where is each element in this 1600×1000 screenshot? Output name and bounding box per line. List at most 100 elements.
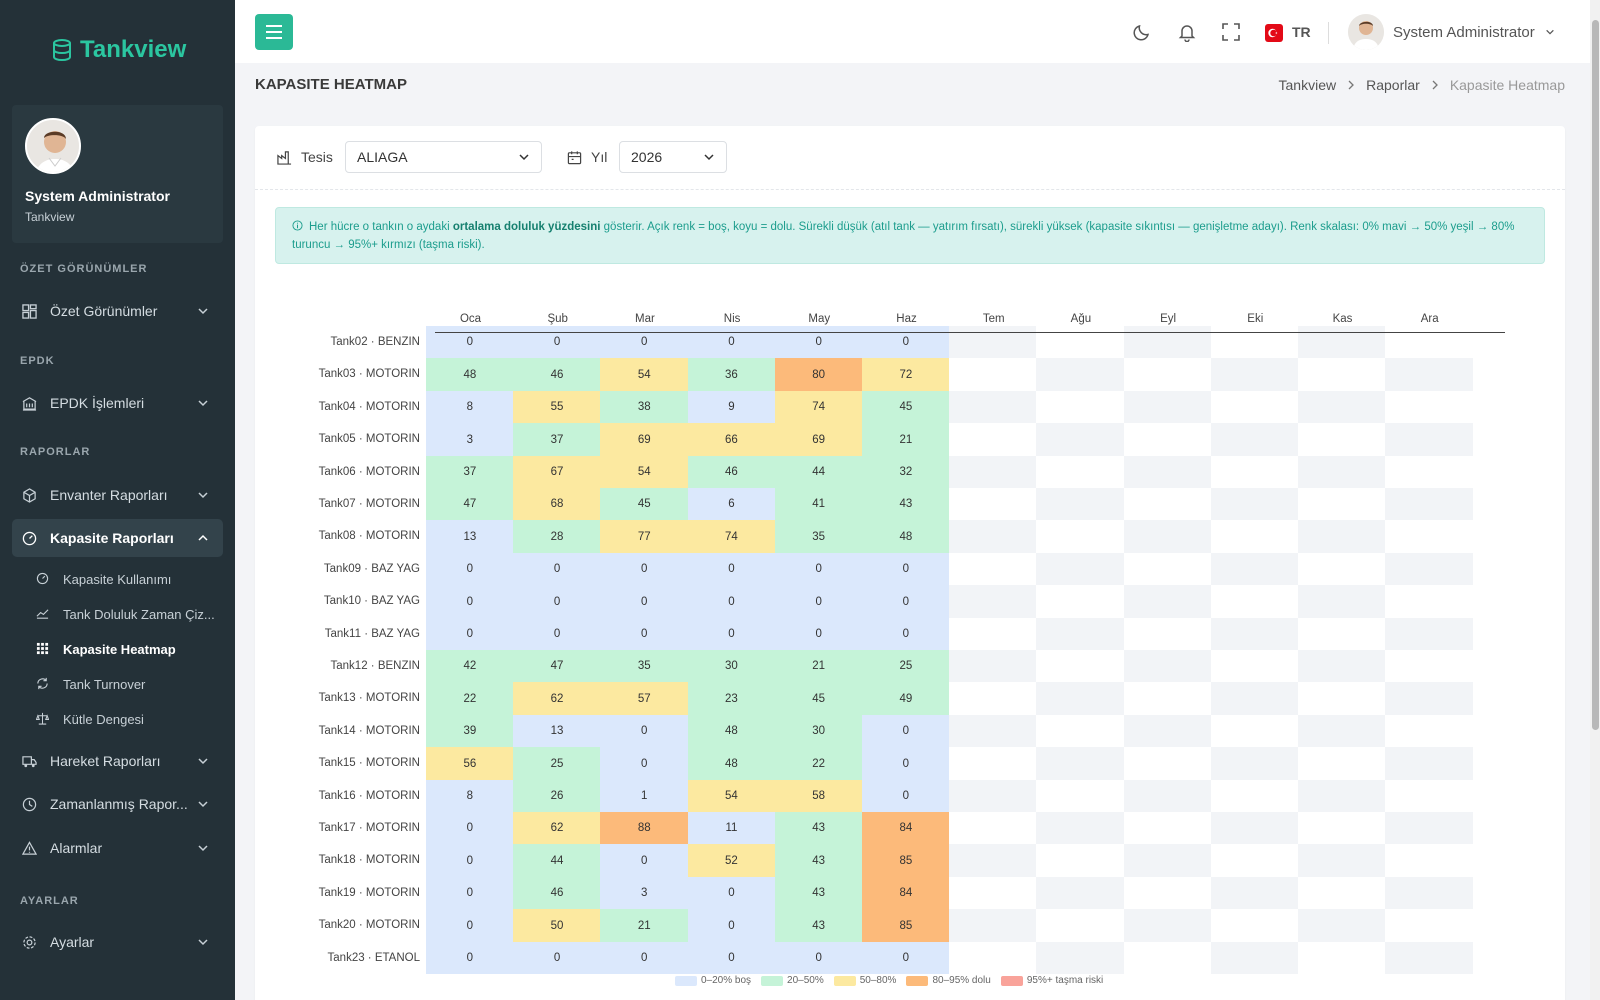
heatmap-cell[interactable]: 72 — [862, 358, 950, 392]
heatmap-cell[interactable]: 44 — [774, 455, 863, 489]
heatmap-cell-empty[interactable] — [1210, 714, 1299, 748]
heatmap-cell[interactable]: 22 — [426, 682, 514, 716]
heatmap-cell-empty[interactable] — [1123, 812, 1212, 845]
heatmap-cell[interactable]: 0 — [862, 585, 950, 619]
heatmap-cell[interactable]: 0 — [600, 714, 689, 748]
heatmap-cell-empty[interactable] — [1298, 617, 1386, 651]
heatmap-cell[interactable]: 6 — [687, 488, 776, 521]
heatmap-cell-empty[interactable] — [1298, 876, 1386, 910]
heatmap-cell-empty[interactable] — [1036, 390, 1125, 424]
heatmap-cell-empty[interactable] — [1298, 423, 1386, 457]
heatmap-cell-empty[interactable] — [1210, 844, 1299, 878]
heatmap-cell-empty[interactable] — [949, 747, 1037, 781]
heatmap-cell-empty[interactable] — [1036, 909, 1125, 943]
heatmap-cell-empty[interactable] — [1036, 455, 1125, 489]
heatmap-cell-empty[interactable] — [949, 552, 1037, 586]
heatmap-cell-empty[interactable] — [949, 488, 1037, 521]
heatmap-cell[interactable]: 0 — [600, 617, 689, 651]
heatmap-cell-empty[interactable] — [1123, 358, 1212, 392]
heatmap-cell[interactable]: 48 — [687, 747, 776, 781]
heatmap-cell-empty[interactable] — [1036, 552, 1125, 586]
sidebar-item-scheduled-reports[interactable]: Zamanlanmış Rapor... — [12, 785, 223, 823]
heatmap-cell-empty[interactable] — [1123, 909, 1212, 943]
heatmap-cell[interactable]: 30 — [774, 714, 863, 748]
heatmap-cell-empty[interactable] — [1385, 423, 1473, 457]
scrollbar-thumb[interactable] — [1592, 20, 1599, 730]
heatmap-cell[interactable]: 43 — [774, 844, 863, 878]
heatmap-cell[interactable]: 47 — [426, 488, 514, 521]
heatmap-cell-empty[interactable] — [1036, 682, 1125, 716]
sidebar-item-overview[interactable]: Özet Görünümler — [12, 292, 223, 330]
heatmap-cell[interactable]: 45 — [862, 390, 950, 424]
heatmap-cell-empty[interactable] — [1036, 423, 1125, 457]
heatmap-cell[interactable]: 36 — [687, 358, 776, 392]
heatmap-cell-empty[interactable] — [1123, 941, 1212, 975]
heatmap-cell[interactable]: 0 — [600, 747, 689, 781]
heatmap-cell-empty[interactable] — [1210, 423, 1299, 457]
heatmap-cell-empty[interactable] — [1385, 844, 1473, 878]
heatmap-cell[interactable]: 54 — [687, 779, 776, 813]
heatmap-cell-empty[interactable] — [1298, 326, 1386, 359]
heatmap-cell-empty[interactable] — [949, 358, 1037, 392]
heatmap-cell-empty[interactable] — [1123, 326, 1212, 359]
heatmap-cell-empty[interactable] — [1298, 585, 1386, 619]
heatmap-cell-empty[interactable] — [949, 812, 1037, 845]
heatmap-cell[interactable]: 43 — [774, 812, 863, 845]
heatmap-cell[interactable]: 3 — [426, 423, 514, 457]
heatmap-cell-empty[interactable] — [1298, 650, 1386, 683]
heatmap-cell[interactable]: 3 — [600, 876, 689, 910]
heatmap-cell[interactable]: 35 — [600, 650, 689, 683]
heatmap-cell-empty[interactable] — [1210, 747, 1299, 781]
heatmap-cell[interactable]: 54 — [600, 455, 689, 489]
heatmap-cell[interactable]: 0 — [426, 909, 514, 943]
heatmap-cell[interactable]: 0 — [774, 941, 863, 975]
heatmap-cell[interactable]: 0 — [600, 844, 689, 878]
heatmap-cell-empty[interactable] — [1298, 812, 1386, 845]
sidebar-subitem-tank-turnover[interactable]: Tank Turnover — [36, 669, 226, 699]
heatmap-cell[interactable]: 41 — [774, 488, 863, 521]
heatmap-cell-empty[interactable] — [1210, 941, 1299, 975]
heatmap-cell-empty[interactable] — [1385, 358, 1473, 392]
heatmap-cell[interactable]: 45 — [774, 682, 863, 716]
heatmap-cell-empty[interactable] — [1210, 779, 1299, 813]
heatmap-cell-empty[interactable] — [1385, 585, 1473, 619]
heatmap-cell-empty[interactable] — [1123, 520, 1212, 554]
heatmap-cell-empty[interactable] — [1210, 488, 1299, 521]
heatmap-cell-empty[interactable] — [949, 909, 1037, 943]
heatmap-cell-empty[interactable] — [1385, 812, 1473, 845]
heatmap-cell[interactable]: 0 — [862, 326, 950, 359]
sidebar-item-capacity-reports[interactable]: Kapasite Raporları — [12, 519, 223, 557]
breadcrumb-item[interactable]: Raporlar — [1366, 77, 1420, 93]
heatmap-cell[interactable]: 50 — [513, 909, 601, 943]
heatmap-cell-empty[interactable] — [1385, 520, 1473, 554]
heatmap-cell[interactable]: 0 — [774, 617, 863, 651]
heatmap-cell[interactable]: 0 — [426, 941, 514, 975]
heatmap-cell[interactable]: 21 — [774, 650, 863, 683]
logo[interactable]: Tankview — [52, 36, 186, 64]
heatmap-cell-empty[interactable] — [1385, 455, 1473, 489]
heatmap-cell-empty[interactable] — [1385, 682, 1473, 716]
heatmap-cell-empty[interactable] — [1123, 876, 1212, 910]
heatmap-cell-empty[interactable] — [1036, 941, 1125, 975]
heatmap-cell[interactable]: 23 — [687, 682, 776, 716]
heatmap-cell-empty[interactable] — [1385, 650, 1473, 683]
heatmap-cell[interactable]: 62 — [513, 812, 601, 845]
heatmap-cell-empty[interactable] — [1036, 747, 1125, 781]
heatmap-cell-empty[interactable] — [1123, 455, 1212, 489]
heatmap-cell-empty[interactable] — [949, 876, 1037, 910]
heatmap-cell[interactable]: 66 — [687, 423, 776, 457]
facility-select[interactable]: ALIAGA — [345, 141, 542, 173]
heatmap-cell-empty[interactable] — [1210, 909, 1299, 943]
heatmap-cell[interactable]: 0 — [426, 617, 514, 651]
heatmap-cell[interactable]: 13 — [513, 714, 601, 748]
heatmap-cell-empty[interactable] — [1036, 844, 1125, 878]
year-select[interactable]: 2026 — [619, 141, 727, 173]
breadcrumb-item[interactable]: Tankview — [1278, 77, 1337, 93]
heatmap-cell-empty[interactable] — [1298, 488, 1386, 521]
fullscreen-icon[interactable] — [1221, 22, 1241, 42]
heatmap-cell-empty[interactable] — [1385, 488, 1473, 521]
heatmap-cell-empty[interactable] — [1123, 488, 1212, 521]
moon-icon[interactable] — [1132, 22, 1152, 42]
heatmap-cell-empty[interactable] — [1210, 552, 1299, 586]
heatmap-cell-empty[interactable] — [1210, 812, 1299, 845]
